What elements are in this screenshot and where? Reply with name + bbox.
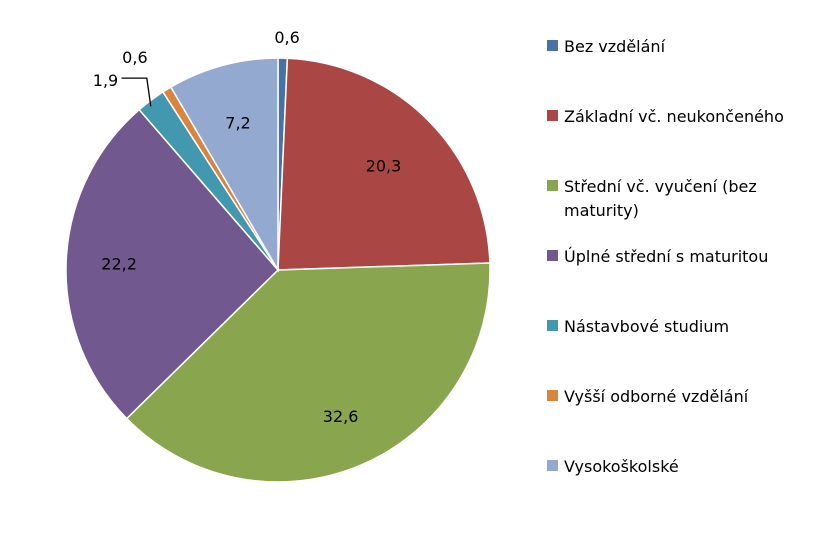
leader-line-nastavbove-studium: [121, 77, 152, 107]
data-label-uplne-stredni-s-maturitou: 22,2: [101, 255, 137, 274]
data-label-nastavbove-studium: 1,9: [93, 71, 118, 90]
pie-slices: [65, 57, 491, 483]
legend-label-stredni-vc-vyuceni-bez-maturity: Střední vč. vyučení (bez: [564, 177, 757, 196]
legend: Bez vzdělání Základní vč. neukončeného Stř…: [547, 37, 784, 476]
data-label-vyssi-odborne-vzdelani: 0,6: [122, 48, 147, 67]
legend-label-zakladni-vc-neukonceneho: Základní vč. neukončeného: [564, 107, 784, 126]
data-labels: 0,620,332,622,21,90,67,2: [93, 28, 402, 426]
legend-swatch-nastavbove-studium: [547, 320, 558, 331]
pie-slice-uplne-stredni-s-maturitou: [65, 108, 280, 420]
legend-swatch-vysokoskolske: [547, 460, 558, 471]
legend-swatch-uplne-stredni-s-maturitou: [547, 250, 558, 261]
legend-label-stredni-vc-vyuceni-bez-maturity-line-2: maturity): [564, 201, 639, 220]
legend-swatch-stredni-vc-vyuceni-bez-maturity: [547, 180, 558, 191]
data-label-vysokoskolske: 7,2: [225, 114, 250, 133]
legend-label-bez-vzdelani: Bez vzdělání: [564, 37, 666, 56]
legend-label-nastavbove-studium: Nástavbové studium: [564, 317, 729, 336]
pie-slice-stredni-vc-vyuceni-bez-maturity: [125, 262, 491, 483]
legend-label-vysokoskolske: Vysokoškolské: [564, 457, 679, 476]
data-label-bez-vzdelani: 0,6: [274, 28, 299, 47]
leader-lines: [121, 77, 152, 107]
data-label-stredni-vc-vyuceni-bez-maturity: 32,6: [323, 407, 359, 426]
legend-label-vyssi-odborne-vzdelani: Vyšší odborné vzdělání: [564, 387, 749, 406]
pie-slice-zakladni-vc-neukonceneho: [277, 57, 491, 271]
data-label-zakladni-vc-neukonceneho: 20,3: [366, 157, 402, 176]
legend-swatch-bez-vzdelani: [547, 40, 558, 51]
legend-label-uplne-stredni-s-maturitou: Úplné střední s maturitou: [564, 247, 768, 266]
legend-swatch-zakladni-vc-neukonceneho: [547, 110, 558, 121]
pie-slice-vysokoskolske: [169, 57, 279, 273]
legend-swatch-vyssi-odborne-vzdelani: [547, 390, 558, 401]
